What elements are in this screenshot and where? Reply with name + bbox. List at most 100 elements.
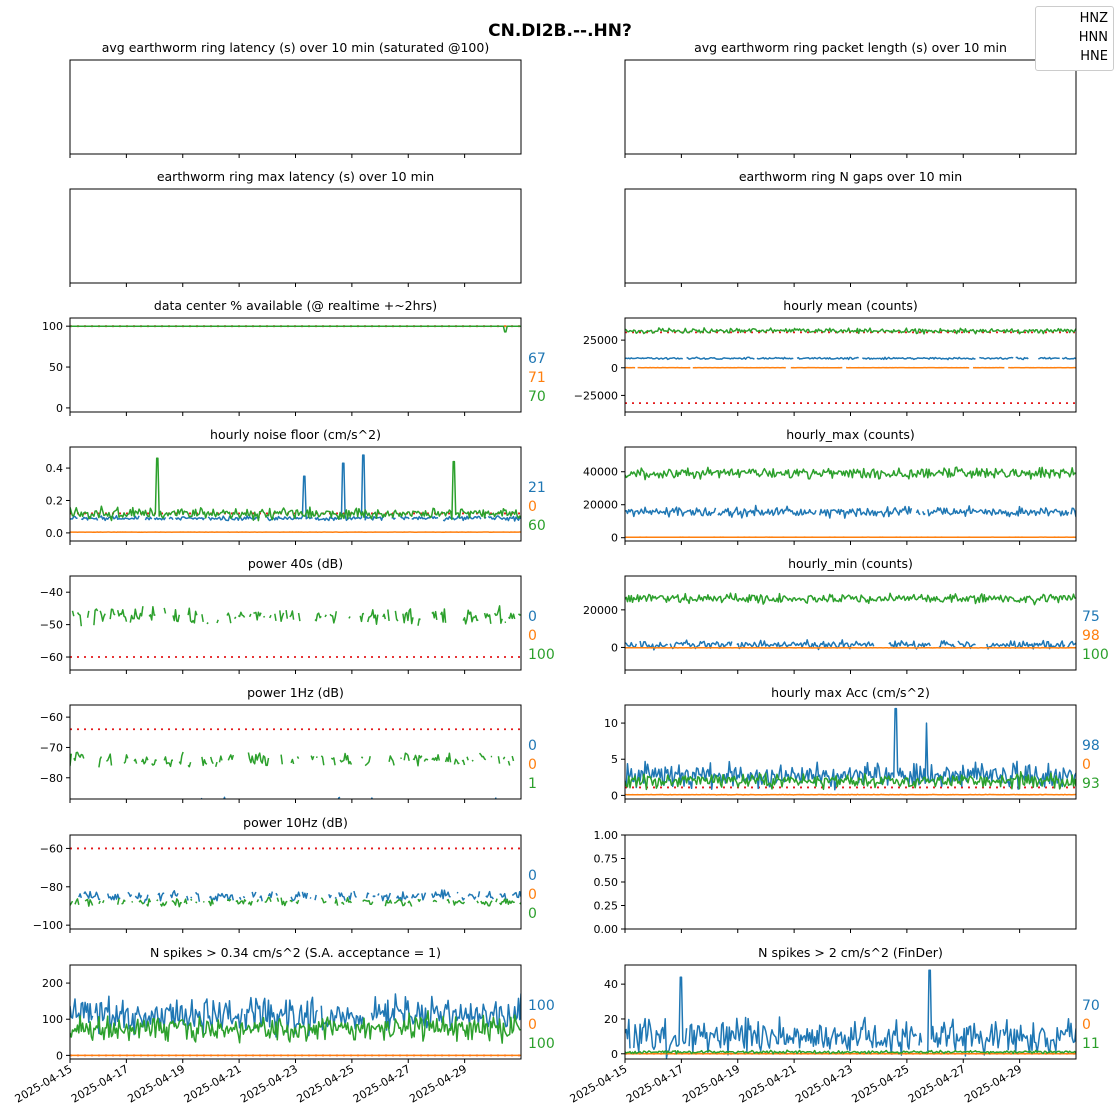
side-value-hne: 1: [528, 776, 537, 792]
figure-title: CN.DI2B.--.HN?: [488, 21, 632, 41]
x-tick-label: 2025-04-21: [182, 1062, 244, 1105]
series-hnn-line: [625, 793, 1076, 796]
y-tick-label: 0.25: [594, 900, 619, 913]
legend-entry-hne: HNE: [1080, 49, 1108, 64]
axes-frame: [69, 704, 522, 800]
panel-title: avg earthworm ring latency (s) over 10 m…: [102, 40, 489, 55]
y-tick-label: −80: [40, 772, 63, 785]
side-value-hnz: 67: [528, 351, 546, 367]
side-value-hnn: 71: [528, 370, 546, 386]
side-value-hnn: 0: [528, 757, 537, 773]
axes-frame: [69, 188, 522, 284]
axes-frame: [624, 188, 1077, 284]
panel-title: hourly max Acc (cm/s^2): [771, 685, 930, 700]
panel-title: hourly mean (counts): [783, 298, 917, 313]
y-tick-label: 0.4: [46, 462, 64, 475]
panel-title: data center % available (@ realtime +~2h…: [154, 298, 437, 313]
y-tick-label: 0.50: [594, 876, 619, 889]
panel-p14: 0.00 0.25 0.50 0.75 1.00: [594, 829, 1077, 936]
y-tick-label: −70: [40, 741, 63, 754]
plot-area: [70, 847, 521, 908]
panel-title: power 10Hz (dB): [243, 815, 348, 830]
side-value-hnz: 21: [528, 480, 546, 496]
y-tick-label: 40000: [583, 466, 618, 479]
x-tick-label: 2025-04-19: [125, 1062, 187, 1105]
panel-grid: avg earthworm ring latency (s) over 10 m…: [13, 40, 1109, 1106]
plot-area: [625, 327, 1076, 405]
series-hnz-line: [625, 639, 1076, 651]
side-value-hnn: 98: [1082, 628, 1100, 644]
legend: HNZ HNN HNE: [1035, 6, 1114, 71]
panel-title: hourly_min (counts): [788, 556, 913, 571]
series-hne-line: [625, 592, 1076, 606]
side-value-hne: 100: [528, 1036, 555, 1052]
panel-p11: power 1Hz (dB) −80 −70 −60 0 0 1: [40, 685, 537, 803]
y-tick-label: 0: [611, 641, 618, 654]
y-tick-label: 10: [604, 717, 618, 730]
x-tick-label: 2025-04-29: [407, 1062, 469, 1105]
axes-frame: [624, 834, 1077, 930]
panel-title: earthworm ring N gaps over 10 min: [739, 169, 962, 184]
y-tick-label: −80: [40, 881, 63, 894]
y-tick-label: 1.00: [594, 829, 619, 842]
panel-title: avg earthworm ring packet length (s) ove…: [694, 40, 1007, 55]
y-tick-label: 40: [604, 978, 618, 991]
side-value-hnz: 70: [1082, 998, 1100, 1014]
side-value-hnn: 0: [528, 628, 537, 644]
side-value-hnz: 0: [528, 609, 537, 625]
x-tick-label: 2025-04-15: [13, 1062, 75, 1105]
y-tick-label: −60: [40, 711, 63, 724]
panel-p10: hourly_min (counts) 0 20000 75 98 100: [583, 556, 1109, 674]
x-tick-label: 2025-04-23: [238, 1062, 300, 1105]
series-hnz-line: [625, 969, 1076, 1059]
side-value-hnn: 0: [528, 887, 537, 903]
axes-frame: [624, 575, 1077, 671]
y-tick-label: 0: [611, 1048, 618, 1061]
axes-frame: [69, 317, 522, 413]
plot-area: [70, 454, 521, 533]
series-hne-line: [625, 327, 1076, 335]
side-value-hnz: 98: [1082, 738, 1100, 754]
x-tick-label: 2025-04-15: [568, 1062, 630, 1105]
side-value-hnn: 0: [1082, 757, 1091, 773]
axes-frame: [624, 446, 1077, 542]
series-hnz-line: [625, 356, 1076, 361]
plot-area: [625, 707, 1076, 796]
y-tick-label: 0.00: [594, 923, 619, 936]
y-tick-label: 5: [611, 753, 618, 766]
series-hne-line: [70, 752, 521, 767]
plot-area: [70, 993, 521, 1057]
series-hnn-line: [625, 646, 1076, 649]
panel-title: power 1Hz (dB): [247, 685, 344, 700]
y-tick-label: 0.75: [594, 853, 619, 866]
panel-title: power 40s (dB): [248, 556, 343, 571]
side-value-hne: 70: [528, 389, 546, 405]
x-tick-label: 2025-04-27: [351, 1062, 413, 1105]
y-tick-label: −60: [40, 651, 63, 664]
panel-p4: earthworm ring N gaps over 10 min: [624, 169, 1077, 287]
axes-frame: [69, 59, 522, 155]
panel-p2: avg earthworm ring packet length (s) ove…: [624, 40, 1077, 158]
legend-entry-hnz: HNZ: [1079, 11, 1108, 26]
x-tick-label: 2025-04-23: [793, 1062, 855, 1105]
series-hne-line: [70, 325, 521, 333]
y-tick-label: 20: [604, 1013, 618, 1026]
side-value-hnz: 75: [1082, 609, 1100, 625]
x-tick-label: 2025-04-19: [680, 1062, 742, 1105]
side-value-hnn: 0: [528, 499, 537, 515]
panel-title: earthworm ring max latency (s) over 10 m…: [157, 169, 434, 184]
side-value-hne: 0: [528, 906, 537, 922]
panel-title: N spikes > 0.34 cm/s^2 (S.A. acceptance …: [150, 945, 441, 960]
y-tick-label: 50: [49, 361, 63, 374]
panel-p7: hourly noise floor (cm/s^2) 0.0 0.2 0.4 21 0 6…: [46, 427, 546, 545]
series-hne-line: [70, 1010, 521, 1044]
x-tick-label: 2025-04-21: [737, 1062, 799, 1105]
y-tick-label: 0: [56, 402, 63, 415]
y-tick-label: 0: [611, 789, 618, 802]
side-value-hnn: 0: [1082, 1017, 1091, 1033]
y-tick-label: 200: [42, 977, 63, 990]
side-value-hnz: 0: [528, 738, 537, 754]
plot-area: [625, 969, 1076, 1059]
x-tick-label: 2025-04-27: [906, 1062, 968, 1105]
